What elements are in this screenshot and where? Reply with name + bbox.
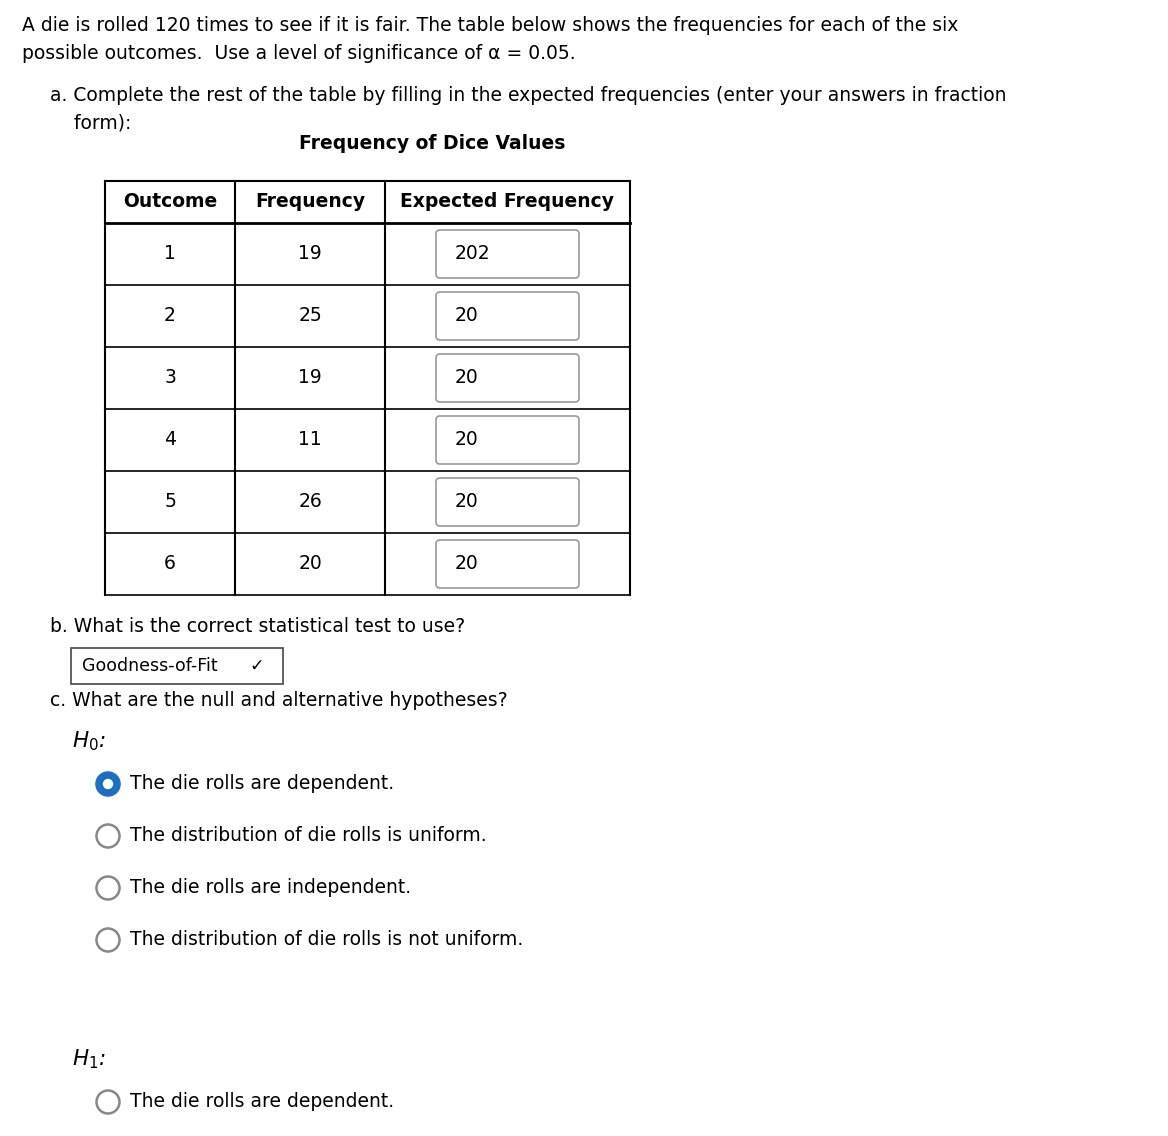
Text: $H_0$:: $H_0$:	[72, 729, 106, 752]
Text: A die is rolled 120 times to see if it is fair. The table below shows the freque: A die is rolled 120 times to see if it i…	[22, 16, 959, 35]
Text: 4: 4	[164, 431, 176, 450]
Text: form):: form):	[50, 114, 131, 133]
FancyBboxPatch shape	[436, 354, 579, 402]
Text: $H_1$:: $H_1$:	[72, 1047, 106, 1070]
Circle shape	[97, 772, 119, 795]
Text: 6: 6	[164, 554, 176, 574]
Text: 5: 5	[164, 493, 176, 511]
FancyBboxPatch shape	[436, 540, 579, 588]
Text: 20: 20	[298, 554, 322, 574]
Text: 3: 3	[164, 368, 176, 387]
Text: 20: 20	[456, 554, 479, 574]
Text: 20: 20	[456, 493, 479, 511]
Text: Goodness-of-Fit: Goodness-of-Fit	[82, 657, 217, 675]
Text: Outcome: Outcome	[123, 192, 217, 211]
Text: The die rolls are dependent.: The die rolls are dependent.	[130, 775, 394, 794]
Text: 20: 20	[456, 431, 479, 450]
Text: 2: 2	[164, 307, 176, 326]
Text: b. What is the correct statistical test to use?: b. What is the correct statistical test …	[50, 617, 465, 636]
Text: Frequency: Frequency	[255, 192, 366, 211]
Text: The distribution of die rolls is not uniform.: The distribution of die rolls is not uni…	[130, 930, 523, 950]
Circle shape	[103, 779, 113, 790]
Text: Frequency of Dice Values: Frequency of Dice Values	[299, 134, 565, 153]
Text: ✓: ✓	[250, 657, 264, 675]
Text: 19: 19	[298, 244, 322, 264]
Text: 20: 20	[456, 307, 479, 326]
Text: The die rolls are dependent.: The die rolls are dependent.	[130, 1093, 394, 1111]
FancyBboxPatch shape	[436, 229, 579, 278]
Text: possible outcomes.  Use a level of significance of α = 0.05.: possible outcomes. Use a level of signif…	[22, 44, 576, 62]
FancyBboxPatch shape	[436, 478, 579, 526]
FancyBboxPatch shape	[436, 292, 579, 340]
Text: 11: 11	[298, 431, 322, 450]
Circle shape	[97, 825, 119, 847]
Text: 25: 25	[298, 307, 322, 326]
Text: The die rolls are independent.: The die rolls are independent.	[130, 878, 411, 897]
Text: c. What are the null and alternative hypotheses?: c. What are the null and alternative hyp…	[50, 691, 508, 710]
Text: Expected Frequency: Expected Frequency	[401, 192, 614, 211]
Text: The distribution of die rolls is uniform.: The distribution of die rolls is uniform…	[130, 827, 487, 845]
Text: 1: 1	[164, 244, 176, 264]
FancyBboxPatch shape	[71, 648, 283, 684]
Text: 20: 20	[456, 368, 479, 387]
FancyBboxPatch shape	[436, 416, 579, 463]
Text: 19: 19	[298, 368, 322, 387]
Text: 202: 202	[456, 244, 491, 264]
Circle shape	[97, 928, 119, 952]
Circle shape	[97, 877, 119, 900]
Text: 26: 26	[298, 493, 322, 511]
Text: a. Complete the rest of the table by filling in the expected frequencies (enter : a. Complete the rest of the table by fil…	[50, 86, 1007, 105]
Circle shape	[97, 1091, 119, 1113]
